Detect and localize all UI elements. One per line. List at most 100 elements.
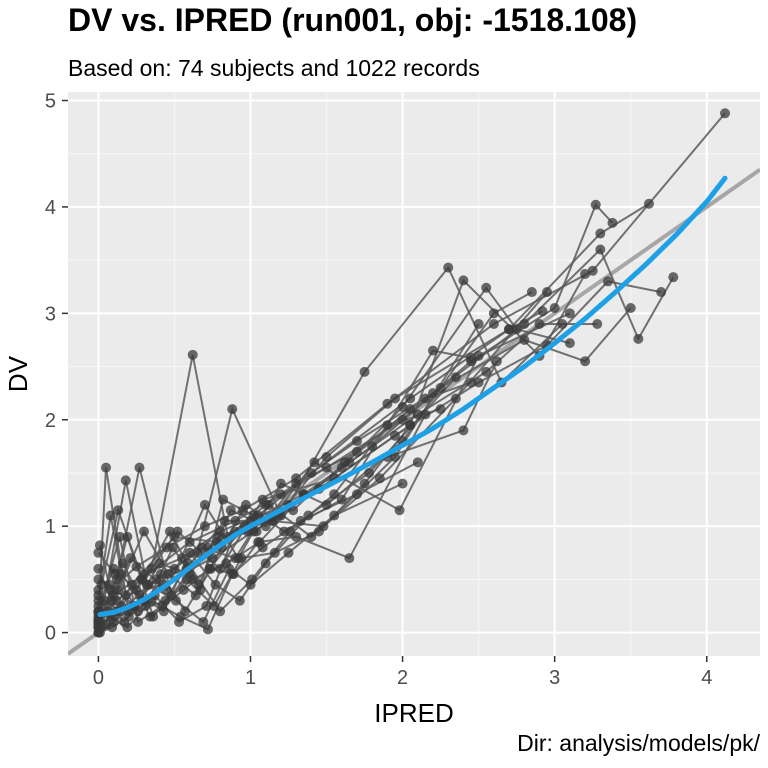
grid [68, 92, 760, 656]
data-point [405, 393, 416, 404]
data-point [218, 494, 229, 505]
data-point [466, 377, 477, 388]
data-point [199, 521, 210, 532]
data-point [534, 318, 545, 329]
data-point [201, 600, 212, 611]
data-point [122, 622, 133, 633]
data-point [519, 318, 530, 329]
data-point [172, 526, 183, 537]
data-point [227, 569, 238, 580]
data-point [116, 569, 127, 580]
data-point [590, 199, 601, 210]
data-point [175, 611, 186, 622]
smooth-line-group [97, 175, 728, 617]
data-point [178, 585, 189, 596]
data-point [93, 563, 104, 574]
data-point [93, 547, 104, 558]
data-points [93, 108, 731, 638]
y-tick-label: 4 [45, 197, 56, 219]
data-point [473, 318, 484, 329]
data-point [93, 574, 104, 585]
data-point [374, 473, 385, 484]
data-point [164, 526, 175, 537]
data-point [181, 574, 192, 585]
data-point [488, 308, 499, 319]
data-point [329, 510, 340, 521]
axis-ticks: 0 1 2 3 4 0 1 2 3 4 5 [45, 91, 712, 689]
x-axis-title: IPRED [374, 698, 453, 728]
data-point [260, 558, 271, 569]
data-point [592, 318, 603, 329]
data-point [309, 457, 320, 468]
data-point [213, 531, 224, 542]
data-point [656, 287, 667, 298]
data-point [187, 349, 198, 360]
data-point [504, 324, 515, 335]
data-point [170, 595, 181, 606]
data-point [148, 611, 159, 622]
data-point [321, 462, 332, 473]
data-point [285, 526, 296, 537]
x-tick-label: 2 [397, 667, 408, 689]
data-point [251, 526, 262, 537]
data-point [230, 515, 241, 526]
data-point [295, 515, 306, 526]
data-point [215, 606, 226, 617]
data-point [351, 489, 362, 500]
data-point [473, 377, 484, 388]
data-point [101, 462, 112, 473]
data-point [154, 558, 165, 569]
data-point [389, 430, 400, 441]
data-point [389, 452, 400, 463]
data-point [117, 558, 128, 569]
data-point [473, 350, 484, 361]
data-point [633, 333, 644, 344]
data-point [435, 404, 446, 415]
data-point [101, 619, 112, 630]
data-point [155, 569, 166, 580]
data-point [157, 600, 168, 611]
data-point [184, 537, 195, 548]
data-point [382, 398, 393, 409]
data-point [339, 457, 350, 468]
data-point [511, 324, 522, 335]
data-point [359, 478, 370, 489]
data-point [132, 616, 143, 627]
data-point [450, 372, 461, 383]
data-point [113, 505, 124, 516]
data-point [668, 272, 679, 283]
data-point [458, 425, 469, 436]
data-point [359, 366, 370, 377]
data-point [412, 457, 423, 468]
data-point [344, 553, 355, 564]
data-point [580, 356, 591, 367]
data-point [488, 318, 499, 329]
data-point [435, 382, 446, 393]
data-point [405, 404, 416, 415]
data-point [163, 569, 174, 580]
data-point [248, 510, 259, 521]
data-point [99, 595, 110, 606]
data-point [196, 542, 207, 553]
data-point [420, 409, 431, 420]
data-point [198, 616, 209, 627]
data-point [720, 108, 731, 119]
data-point [519, 334, 530, 345]
data-point [257, 542, 268, 553]
data-point [595, 228, 606, 239]
data-point [120, 475, 131, 486]
data-point [184, 547, 195, 558]
data-point [247, 574, 258, 585]
data-point [227, 404, 238, 415]
data-point [491, 356, 502, 367]
data-point [93, 622, 104, 633]
data-point [443, 262, 454, 273]
data-point [458, 275, 469, 286]
data-point [207, 553, 218, 564]
data-point [602, 276, 613, 287]
data-point [199, 499, 210, 510]
data-point [542, 287, 553, 298]
x-tick-label: 0 [93, 667, 104, 689]
x-tick-label: 3 [549, 667, 560, 689]
